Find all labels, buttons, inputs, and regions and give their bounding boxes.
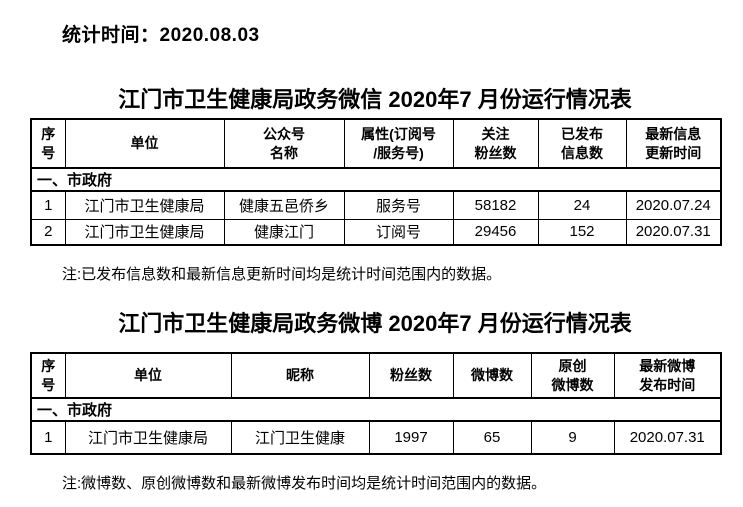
wechat-header-row: 序 号 单位 公众号 名称 属性(订阅号 /服务号) 关注 粉丝数 已发布 信息…	[30, 118, 722, 169]
cell-serial: 1	[30, 190, 66, 220]
cell-latest-update: 2020.07.24	[625, 190, 722, 220]
header-published-count: 已发布 信息数	[537, 118, 627, 169]
cell-fans: 1997	[368, 420, 454, 455]
header-weibo-count: 微博数	[452, 352, 532, 399]
cell-serial: 1	[30, 420, 66, 455]
header-fans: 粉丝数	[368, 352, 454, 399]
cell-unit: 江门市卫生健康局	[64, 190, 225, 220]
weibo-table-title: 江门市卫生健康局政务微博 2020年7 月份运行情况表	[118, 311, 632, 336]
weibo-table-note: 注:微博数、原创微博数和最新微博发布时间均是统计时间范围内的数据。	[62, 475, 547, 492]
cell-latest-post-time: 2020.07.31	[613, 420, 722, 455]
wechat-section-row: 一、市政府	[30, 167, 722, 192]
cell-account-name: 健康江门	[223, 218, 345, 246]
table-row: 1 江门市卫生健康局 健康五邑侨乡 服务号 58182 24 2020.07.2…	[30, 190, 722, 220]
header-followers: 关注 粉丝数	[452, 118, 539, 169]
cell-weibo-count: 65	[452, 420, 532, 455]
cell-unit: 江门市卫生健康局	[64, 420, 232, 455]
header-serial: 序 号	[30, 352, 66, 399]
header-latest-post-time: 最新微博 发布时间	[613, 352, 722, 399]
header-unit: 单位	[64, 118, 225, 169]
cell-latest-update: 2020.07.31	[625, 218, 722, 246]
header-original-count: 原创 微博数	[530, 352, 615, 399]
table-row: 2 江门市卫生健康局 健康江门 订阅号 29456 152 2020.07.31	[30, 218, 722, 246]
cell-unit: 江门市卫生健康局	[64, 218, 225, 246]
header-nickname: 昵称	[230, 352, 370, 399]
weibo-section-row: 一、市政府	[30, 397, 722, 422]
cell-account-name: 健康五邑侨乡	[223, 190, 345, 220]
header-unit: 单位	[64, 352, 232, 399]
cell-account-type: 服务号	[343, 190, 454, 220]
wechat-table: 序 号 单位 公众号 名称 属性(订阅号 /服务号) 关注 粉丝数 已发布 信息…	[30, 118, 722, 246]
header-serial: 序 号	[30, 118, 66, 169]
stat-time-label: 统计时间：2020.08.03	[62, 25, 260, 46]
cell-followers: 29456	[452, 218, 539, 246]
wechat-table-note: 注:已发布信息数和最新信息更新时间均是统计时间范围内的数据。	[62, 266, 502, 283]
cell-original-count: 9	[530, 420, 615, 455]
header-account-name: 公众号 名称	[223, 118, 345, 169]
weibo-table: 序 号 单位 昵称 粉丝数 微博数 原创 微博数 最新微博 发布时间 一、市政府…	[30, 352, 722, 455]
cell-account-type: 订阅号	[343, 218, 454, 246]
section-label: 一、市政府	[30, 167, 722, 192]
cell-published-count: 24	[537, 190, 627, 220]
cell-followers: 58182	[452, 190, 539, 220]
cell-nickname: 江门卫生健康	[230, 420, 370, 455]
table-row: 1 江门市卫生健康局 江门卫生健康 1997 65 9 2020.07.31	[30, 420, 722, 455]
section-label: 一、市政府	[30, 397, 722, 422]
cell-published-count: 152	[537, 218, 627, 246]
header-account-type: 属性(订阅号 /服务号)	[343, 118, 454, 169]
cell-serial: 2	[30, 218, 66, 246]
wechat-table-title: 江门市卫生健康局政务微信 2020年7 月份运行情况表	[118, 87, 632, 112]
weibo-header-row: 序 号 单位 昵称 粉丝数 微博数 原创 微博数 最新微博 发布时间	[30, 352, 722, 399]
header-latest-update: 最新信息 更新时间	[625, 118, 722, 169]
